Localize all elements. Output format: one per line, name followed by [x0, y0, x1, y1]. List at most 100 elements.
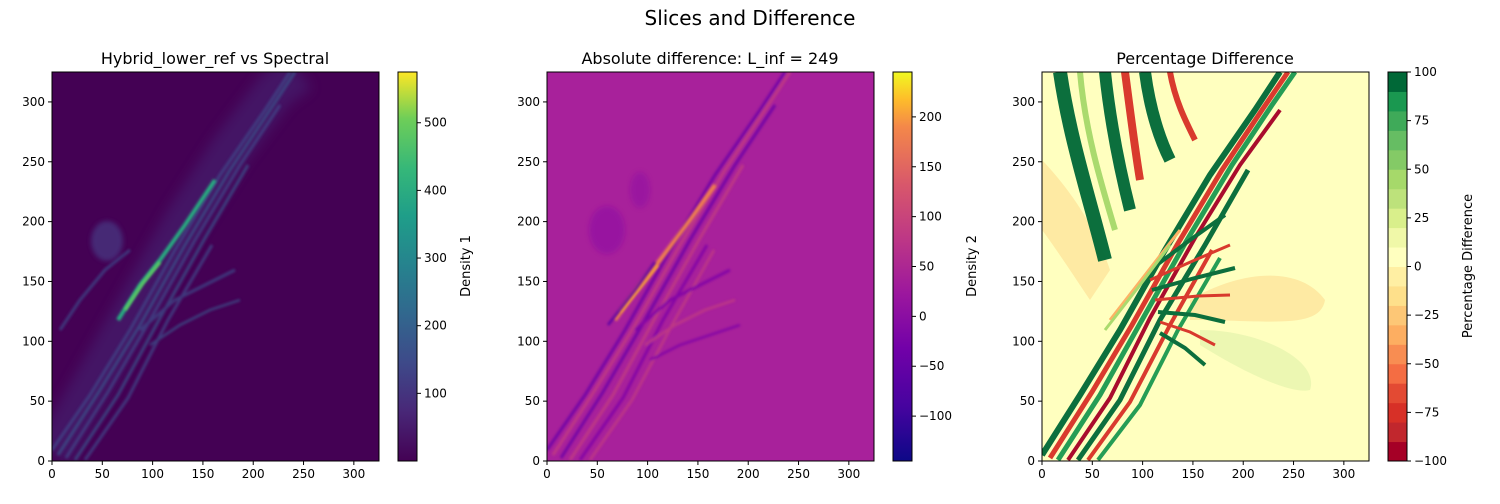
x-tick-label: 100: [141, 467, 164, 481]
y-tick-label: 150: [517, 274, 540, 288]
colorbar-tick-label: 0: [919, 309, 927, 323]
y-tick-label: 200: [22, 215, 45, 229]
colorbar-band: [1388, 72, 1407, 92]
colorbar-band: [1388, 110, 1407, 131]
colorbar-band: [1388, 422, 1407, 443]
colorbar-tick-label: 50: [919, 260, 934, 274]
y-tick-label: 0: [37, 454, 45, 468]
y-tick-label: 100: [517, 334, 540, 348]
y-tick-label: 0: [532, 454, 540, 468]
y-tick-label: 50: [30, 394, 45, 408]
x-tick-label: 150: [191, 467, 214, 481]
x-tick-label: 200: [242, 467, 265, 481]
panel-1-colorbar: [397, 71, 418, 462]
panel-2-ticks: 0 50 100 150 200 250 300 0 50 100 150 200 250 300: [517, 95, 860, 481]
colorbar-tick-label: 100: [919, 210, 942, 224]
x-tick-label: 0: [543, 467, 551, 481]
x-tick-label: 200: [1232, 467, 1255, 481]
colorbar-band: [1388, 344, 1407, 365]
colorbar-band: [1388, 227, 1407, 248]
panel-3-title: Percentage Difference: [1116, 49, 1294, 68]
colorbar-tick-label: 100: [424, 386, 447, 400]
figure-title: Slices and Difference: [644, 6, 856, 30]
colorbar-tick-label: 25: [1414, 211, 1429, 225]
colorbar-tick-label: 0: [1414, 260, 1422, 274]
panel-2-colorbar-ticks: −100 −50 0 50 100 150 200: [912, 110, 952, 423]
colorbar-band: [1388, 247, 1407, 267]
colorbar-band: [1388, 266, 1407, 287]
panel-3: Percentage Difference: [1012, 49, 1476, 481]
panel-1-colorbar-ticks: 100 200 300 400 500: [417, 116, 447, 400]
y-tick-label: 300: [1012, 95, 1035, 109]
panel-3-colorbar: [1388, 72, 1407, 462]
colorbar-band: [1388, 363, 1407, 384]
y-tick-label: 250: [1012, 155, 1035, 169]
y-tick-label: 200: [517, 215, 540, 229]
panel-3-ticks: 0 50 100 150 200 250 300 0 50 100 150 200 250 300: [1012, 95, 1355, 481]
colorbar-tick-label: 150: [919, 160, 942, 174]
y-tick-label: 150: [1012, 274, 1035, 288]
colorbar-band: [1388, 169, 1407, 190]
panel-1-colorbar-label: Density 1: [459, 235, 474, 297]
colorbar-tick-label: 500: [424, 116, 447, 130]
colorbar-band: [1388, 402, 1407, 423]
colorbar-band: [1388, 91, 1407, 112]
x-tick-label: 300: [342, 467, 365, 481]
colorbar-tick-label: −50: [1414, 357, 1439, 371]
y-tick-label: 100: [1012, 334, 1035, 348]
x-tick-label: 0: [48, 467, 56, 481]
y-tick-label: 50: [1020, 394, 1035, 408]
y-tick-label: 300: [22, 95, 45, 109]
colorbar-tick-label: 300: [424, 251, 447, 265]
panel-2-heatmap: [547, 72, 874, 461]
x-tick-label: 100: [1131, 467, 1154, 481]
colorbar-band: [1388, 305, 1407, 326]
x-tick-label: 250: [1282, 467, 1305, 481]
x-tick-label: 0: [1038, 467, 1046, 481]
panel-2-axes: [546, 71, 875, 462]
panel-3-axes: [1041, 71, 1370, 462]
colorbar-tick-label: −100: [919, 409, 952, 423]
panel-1: Hybrid_lower_ref vs Spectral: [22, 49, 474, 481]
x-tick-label: 300: [1332, 467, 1355, 481]
colorbar-tick-label: 100: [1414, 65, 1437, 79]
x-tick-label: 250: [292, 467, 315, 481]
x-tick-label: 200: [737, 467, 760, 481]
y-tick-label: 200: [1012, 215, 1035, 229]
colorbar-tick-label: −25: [1414, 308, 1439, 322]
y-tick-label: 100: [22, 334, 45, 348]
panel-2-title: Absolute difference: L_inf = 249: [581, 49, 838, 69]
x-tick-label: 150: [686, 467, 709, 481]
colorbar-band: [1388, 188, 1407, 209]
colorbar-tick-label: −75: [1414, 405, 1439, 419]
panel-3-colorbar-label: Percentage Difference: [1461, 194, 1476, 338]
x-tick-label: 100: [636, 467, 659, 481]
x-tick-label: 250: [787, 467, 810, 481]
panel-1-heatmap: [52, 72, 379, 461]
x-tick-label: 50: [590, 467, 605, 481]
colorbar-band: [1388, 441, 1407, 462]
colorbar-tick-label: −50: [919, 359, 944, 373]
panel-1-axes: [51, 71, 380, 462]
x-tick-label: 150: [1181, 467, 1204, 481]
y-tick-label: 250: [22, 155, 45, 169]
panel-1-title: Hybrid_lower_ref vs Spectral: [101, 49, 329, 69]
y-tick-label: 50: [525, 394, 540, 408]
colorbar-tick-label: 50: [1414, 162, 1429, 176]
y-tick-label: 300: [517, 95, 540, 109]
x-tick-label: 50: [1085, 467, 1100, 481]
colorbar-band: [1388, 130, 1407, 151]
x-tick-label: 300: [837, 467, 860, 481]
panel-3-heatmap: [1042, 72, 1369, 461]
y-tick-label: 250: [517, 155, 540, 169]
colorbar-band: [1388, 208, 1407, 229]
colorbar-tick-label: 200: [919, 110, 942, 124]
colorbar-band: [1388, 285, 1407, 306]
colorbar-tick-label: 400: [424, 183, 447, 197]
colorbar-tick-label: −100: [1414, 454, 1447, 468]
panel-2: Absolute difference: L_inf = 249: [517, 49, 980, 481]
y-tick-label: 150: [22, 274, 45, 288]
colorbar-band: [1388, 149, 1407, 170]
